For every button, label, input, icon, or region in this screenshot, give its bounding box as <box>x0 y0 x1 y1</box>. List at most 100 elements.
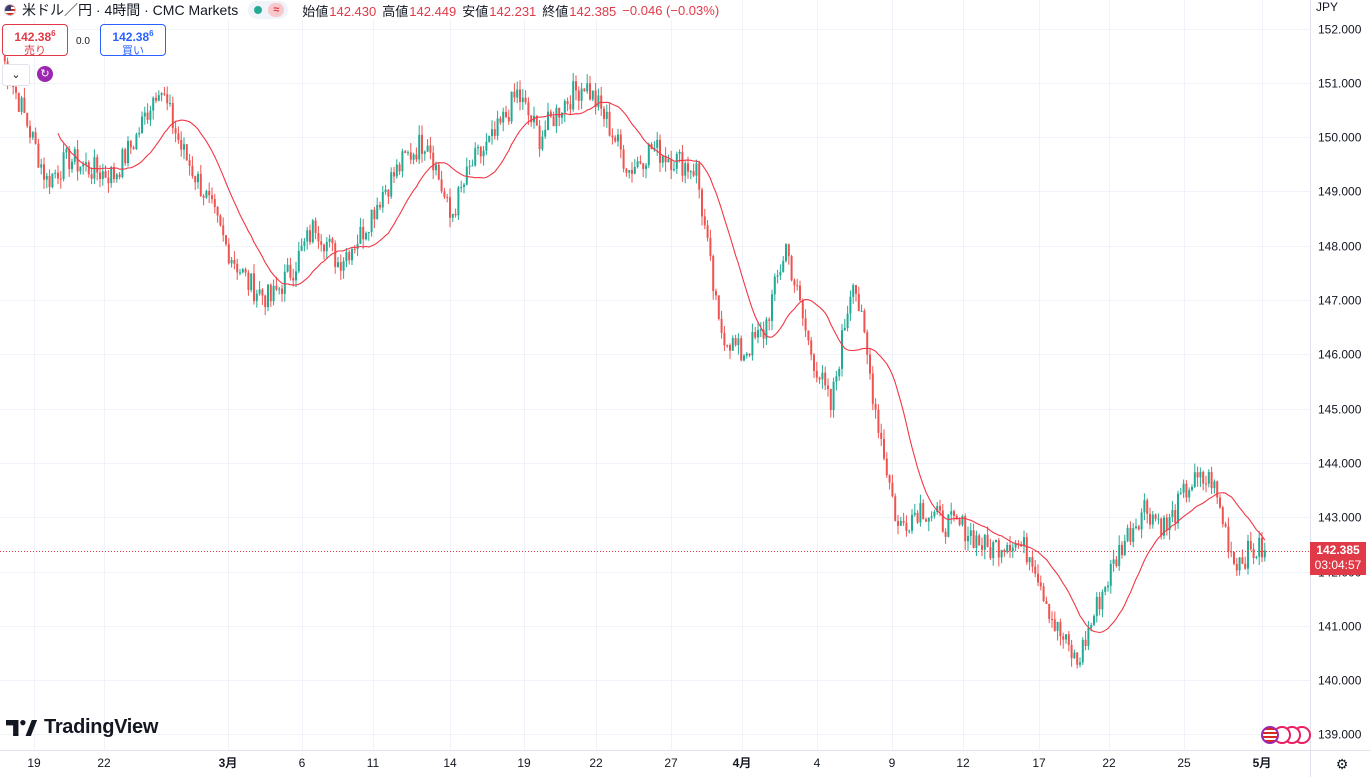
candle <box>709 229 712 261</box>
candle <box>449 188 451 228</box>
candle <box>177 126 180 144</box>
y-tick-label: 139.000 <box>1318 728 1362 742</box>
candle <box>1003 548 1006 557</box>
market-status[interactable]: ≈ <box>248 1 289 19</box>
candle <box>398 162 401 176</box>
candle <box>261 288 264 305</box>
candle <box>365 231 367 241</box>
candle <box>143 106 146 125</box>
candle <box>941 503 944 533</box>
y-tick-label: 150.000 <box>1318 131 1362 145</box>
candle <box>311 218 314 244</box>
candle <box>429 136 432 160</box>
candle <box>670 150 673 180</box>
sell-button[interactable]: 142.386 売り <box>2 24 68 57</box>
candle <box>1165 513 1168 536</box>
candle <box>443 187 446 200</box>
candle <box>421 125 423 163</box>
candle <box>510 91 513 125</box>
candle <box>239 268 241 276</box>
y-tick-label: 147.000 <box>1318 294 1362 308</box>
candle <box>936 501 939 515</box>
candle <box>465 157 468 186</box>
candle <box>558 107 561 127</box>
candle <box>401 148 404 178</box>
candle <box>1252 543 1255 565</box>
candle <box>51 173 54 189</box>
candle <box>328 234 331 248</box>
x-tick-label: 14 <box>443 756 457 770</box>
currency-label[interactable]: JPY <box>1316 0 1339 14</box>
candle <box>594 83 597 115</box>
candle <box>222 217 225 242</box>
candle <box>757 320 759 344</box>
collapse-legend-button[interactable]: ⌄ <box>2 64 30 86</box>
candle <box>1095 592 1098 623</box>
candle <box>258 280 261 296</box>
ohlc-high: 高値142.449 <box>382 3 457 19</box>
candle <box>698 160 701 199</box>
candle <box>113 162 115 183</box>
candle <box>362 218 365 249</box>
candle <box>300 238 303 252</box>
candle <box>1070 639 1073 667</box>
time-axis: 19 22 3月 6 11 14 19 22 27 4月 4 9 12 17 22 25 5月 <box>27 756 1271 770</box>
candle <box>815 361 818 383</box>
candle <box>493 121 496 140</box>
candle <box>538 120 541 157</box>
us-flag-icon[interactable] <box>1261 726 1279 744</box>
candle <box>1037 564 1039 587</box>
candle <box>953 509 955 522</box>
economic-events[interactable] <box>1257 726 1311 746</box>
candle <box>314 217 317 240</box>
y-tick-label: 152.000 <box>1318 23 1362 37</box>
candle <box>65 147 68 159</box>
candle <box>1137 524 1140 531</box>
candle <box>639 155 642 165</box>
candle <box>267 283 269 312</box>
candle <box>899 516 902 526</box>
candle <box>437 162 440 181</box>
candle <box>404 149 407 154</box>
candle <box>810 336 813 361</box>
gear-icon[interactable]: ⚙ <box>1335 756 1349 772</box>
candle <box>762 321 765 349</box>
candle <box>1031 550 1034 573</box>
candle <box>191 156 194 179</box>
candle <box>1219 494 1221 509</box>
candle <box>1143 493 1146 521</box>
candle <box>1014 540 1017 551</box>
candle <box>544 120 547 139</box>
candle <box>703 208 706 230</box>
sell-label: 売り <box>24 45 46 57</box>
candle <box>337 256 339 268</box>
candle <box>45 172 48 189</box>
candle <box>891 474 894 498</box>
candle <box>303 237 306 252</box>
candle <box>1109 560 1112 594</box>
green-dot-icon <box>254 6 263 14</box>
candle <box>689 170 692 180</box>
candle <box>846 305 849 332</box>
candle <box>603 106 605 127</box>
candle <box>152 96 155 120</box>
candle <box>866 329 869 365</box>
candle <box>1011 543 1014 559</box>
buy-button[interactable]: 142.386 買い <box>100 24 166 57</box>
candle <box>827 378 829 397</box>
tradingview-logo[interactable]: TradingView <box>6 716 158 739</box>
candle <box>348 249 351 265</box>
us-flag-icon <box>4 4 16 16</box>
candle <box>1107 581 1109 592</box>
candle <box>645 162 647 179</box>
candle <box>737 333 740 355</box>
candle <box>869 348 871 380</box>
candle <box>818 376 821 384</box>
candle <box>824 366 827 391</box>
candle <box>205 189 208 199</box>
symbol-title[interactable]: 米ドル／円 · 4時間 · CMC Markets <box>22 2 239 18</box>
candle <box>426 139 429 153</box>
refresh-icon[interactable]: ↻ <box>37 66 53 82</box>
candle <box>796 278 799 291</box>
